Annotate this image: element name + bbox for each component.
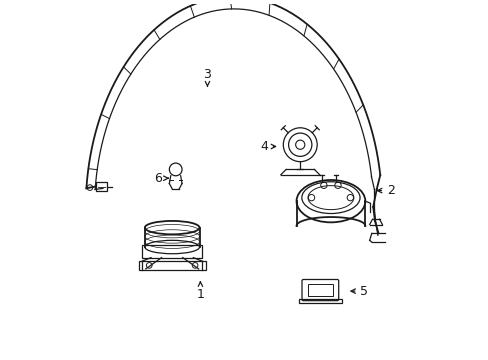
Text: 4: 4 bbox=[260, 140, 275, 153]
Bar bbox=[139, 261, 205, 270]
Text: 3: 3 bbox=[203, 68, 211, 86]
Text: 5: 5 bbox=[350, 285, 367, 298]
Bar bbox=[307, 284, 332, 296]
Bar bbox=[142, 245, 202, 258]
Bar bbox=[299, 299, 341, 303]
Text: 6: 6 bbox=[154, 172, 168, 185]
Text: 1: 1 bbox=[196, 282, 204, 301]
Bar bbox=[96, 182, 107, 191]
Text: 2: 2 bbox=[377, 184, 394, 197]
